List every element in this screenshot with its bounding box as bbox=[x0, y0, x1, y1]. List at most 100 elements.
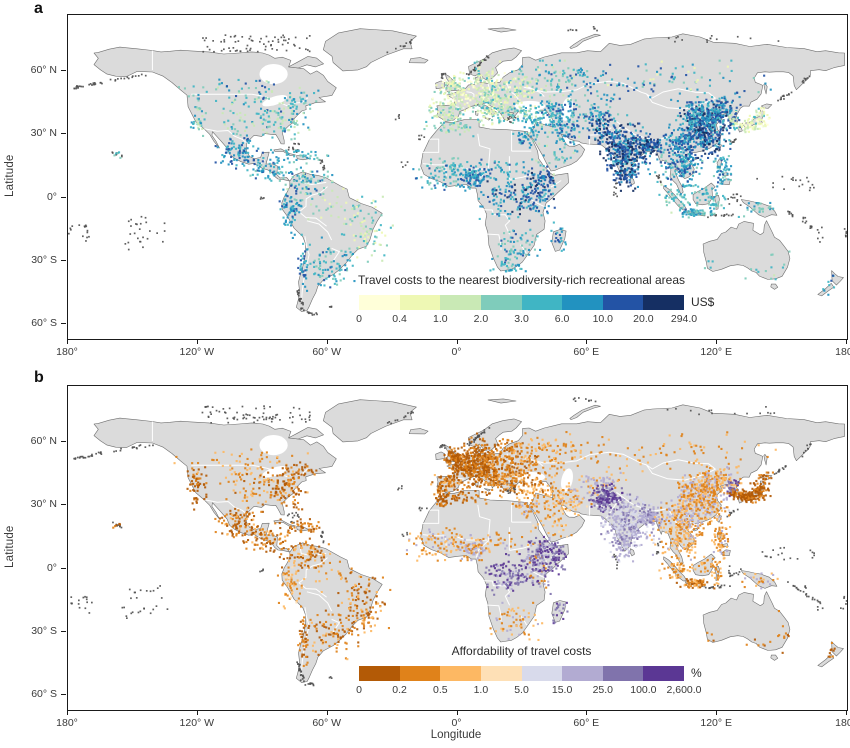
x-tick-mark bbox=[326, 710, 328, 715]
legend-a-colorbar bbox=[359, 295, 684, 310]
legend-a-unit: US$ bbox=[691, 295, 715, 309]
legend-color-segment bbox=[399, 666, 441, 681]
legend-b-title: Affordability of travel costs bbox=[451, 644, 592, 658]
legend-tick-label: 0 bbox=[356, 313, 362, 325]
legend-color-segment bbox=[562, 295, 603, 310]
panel-b-label: b bbox=[34, 369, 44, 386]
y-axis-title-b: Latitude bbox=[4, 525, 16, 569]
legend-color-segment bbox=[480, 295, 522, 310]
legend-tick-label: 15.0 bbox=[551, 684, 573, 696]
x-tick-mark bbox=[716, 710, 718, 715]
legend-tick-label: 10.0 bbox=[592, 313, 614, 325]
x-tick-label: 180° bbox=[835, 717, 850, 729]
legend-tick-label: 0 bbox=[356, 684, 362, 696]
legend-tick-label: 20.0 bbox=[633, 313, 654, 325]
y-tick-label: 60° N bbox=[30, 434, 57, 447]
legend-color-segment bbox=[602, 666, 644, 681]
x-tick-mark bbox=[67, 710, 68, 715]
x-tick-mark bbox=[846, 339, 847, 344]
legend-color-segment bbox=[562, 666, 603, 681]
legend-color-segment bbox=[643, 295, 684, 310]
legend-tick-label: 294.0 bbox=[670, 313, 698, 325]
y-tick-mark bbox=[61, 259, 66, 261]
world-map-a bbox=[68, 15, 847, 339]
x-tick-label: 120° W bbox=[179, 346, 215, 358]
map-panel-b: Affordability of travel costs 0 0.2 0.5 1.0… bbox=[67, 385, 848, 711]
x-tick-label: 0° bbox=[451, 346, 462, 358]
x-tick-label: 60° W bbox=[312, 717, 342, 729]
legend-color-segment bbox=[440, 295, 481, 310]
x-tick-mark bbox=[196, 710, 198, 715]
y-tick-mark bbox=[61, 630, 66, 632]
y-tick-mark bbox=[61, 323, 66, 325]
legend-color-segment bbox=[521, 295, 563, 310]
x-tick-label: 60° E bbox=[573, 346, 600, 358]
y-tick-label: 30° N bbox=[30, 498, 57, 511]
legend-color-segment bbox=[440, 666, 481, 681]
x-tick-mark bbox=[67, 339, 68, 344]
y-tick-label: 60° N bbox=[30, 63, 57, 76]
x-tick-mark bbox=[716, 339, 718, 344]
legend-a-title: Travel costs to the nearest biodiversity… bbox=[357, 273, 686, 287]
data-dots bbox=[113, 59, 836, 296]
y-tick-mark bbox=[61, 133, 66, 135]
y-tick-label: 0° bbox=[46, 561, 57, 574]
x-tick-label: 120° E bbox=[700, 717, 732, 729]
legend-tick-label: 2.0 bbox=[473, 313, 489, 325]
panel-a-label: a bbox=[34, 0, 43, 17]
x-tick-mark bbox=[456, 339, 458, 344]
data-dots bbox=[112, 431, 836, 667]
legend-tick-label: 1.0 bbox=[432, 313, 448, 325]
legend-b-unit: % bbox=[691, 666, 702, 680]
legend-a: Travel costs to the nearest biodiversity… bbox=[356, 273, 714, 329]
y-axis-title-a: Latitude bbox=[4, 154, 16, 198]
x-tick-mark bbox=[196, 339, 198, 344]
x-tick-mark bbox=[586, 710, 588, 715]
x-tick-mark bbox=[456, 710, 458, 715]
y-tick-label: 30° S bbox=[31, 624, 57, 637]
legend-b: Affordability of travel costs 0 0.2 0.5 1.0… bbox=[356, 644, 702, 700]
y-tick-label: 0° bbox=[46, 190, 57, 203]
x-tick-label: 60° W bbox=[312, 346, 342, 358]
legend-color-segment bbox=[643, 666, 684, 681]
x-tick-label: 180° bbox=[56, 717, 78, 729]
y-tick-mark bbox=[61, 567, 66, 569]
legend-tick-label: 3.0 bbox=[514, 313, 529, 325]
legend-tick-label: 2,600.0 bbox=[666, 684, 702, 696]
legend-color-segment bbox=[480, 666, 522, 681]
map-panel-a: Travel costs to the nearest biodiversity… bbox=[67, 14, 848, 340]
y-tick-mark bbox=[61, 69, 66, 71]
legend-color-segment bbox=[521, 666, 563, 681]
x-tick-label: 60° E bbox=[573, 717, 600, 729]
legend-tick-label: 25.0 bbox=[592, 684, 614, 696]
x-tick-mark bbox=[326, 339, 328, 344]
y-tick-label: 60° S bbox=[31, 317, 57, 330]
x-tick-label: 120° W bbox=[179, 717, 215, 729]
x-tick-mark bbox=[846, 710, 847, 715]
legend-b-colorbar bbox=[359, 666, 684, 681]
x-axis-title: Longitude bbox=[430, 729, 482, 741]
y-tick-mark bbox=[61, 440, 66, 442]
legend-color-segment bbox=[359, 295, 400, 310]
legend-tick-label: 6.0 bbox=[554, 313, 570, 325]
world-map-b bbox=[68, 386, 847, 710]
legend-tick-label: 0.5 bbox=[432, 684, 448, 696]
y-tick-label: 30° S bbox=[31, 253, 57, 266]
y-tick-label: 30° N bbox=[30, 127, 57, 140]
x-tick-label: 0° bbox=[451, 717, 462, 729]
legend-tick-label: 0.2 bbox=[392, 684, 407, 696]
y-tick-mark bbox=[61, 196, 66, 198]
x-tick-label: 120° E bbox=[700, 346, 732, 358]
legend-a-tick-labels: 0 0.4 1.0 2.0 3.0 6.0 10.0 20.0 294.0 bbox=[356, 313, 697, 326]
legend-color-segment bbox=[602, 295, 644, 310]
legend-tick-label: 1.0 bbox=[473, 684, 489, 696]
legend-color-segment bbox=[399, 295, 441, 310]
small-island-specks bbox=[70, 397, 847, 687]
x-tick-label: 180° bbox=[835, 346, 850, 358]
y-tick-label: 60° S bbox=[31, 688, 57, 701]
legend-tick-label: 100.0 bbox=[630, 684, 657, 696]
y-tick-mark bbox=[61, 504, 66, 506]
x-tick-mark bbox=[586, 339, 588, 344]
y-tick-mark bbox=[61, 694, 66, 696]
